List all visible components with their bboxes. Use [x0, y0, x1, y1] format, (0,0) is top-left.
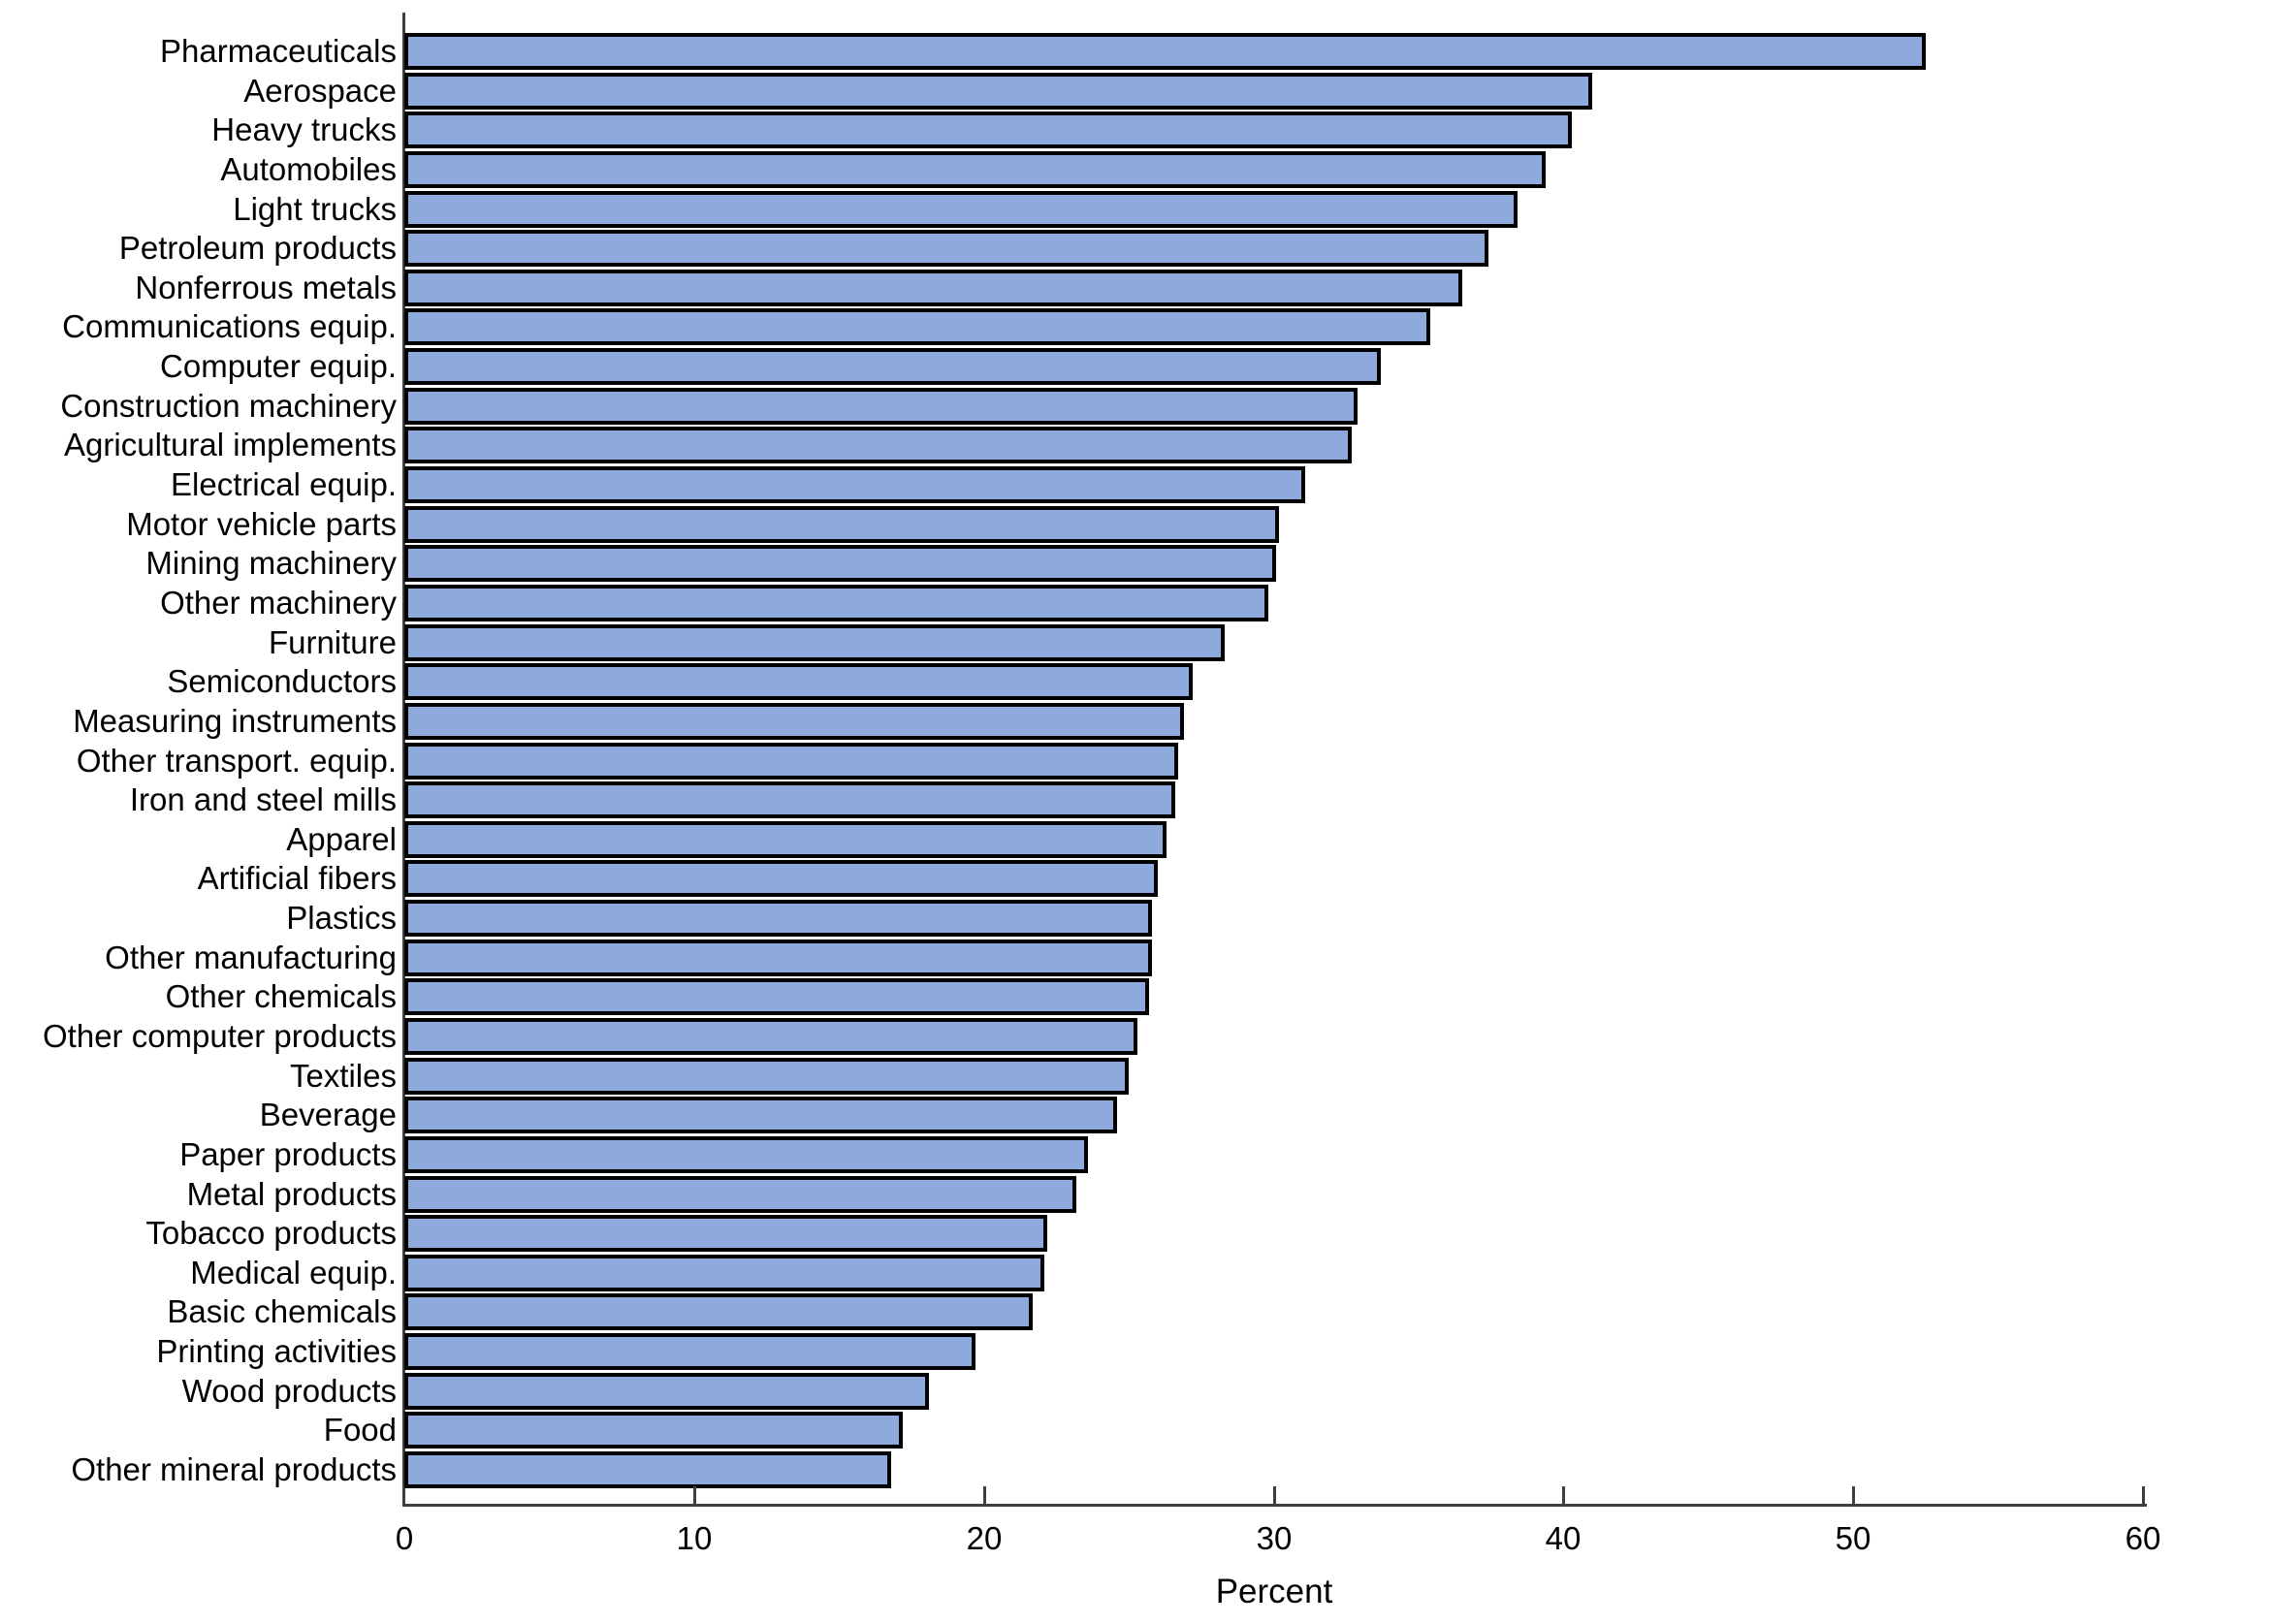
x-tick-label-20: 20 — [966, 1520, 1003, 1556]
category-label-mining-machinery: Mining machinery — [145, 545, 397, 581]
category-label-computer-equip: Computer equip. — [160, 348, 397, 384]
bar-plastics — [404, 900, 1152, 937]
y-axis-line — [402, 13, 405, 1507]
category-label-other-chemicals: Other chemicals — [165, 978, 397, 1014]
category-label-food: Food — [323, 1412, 397, 1448]
category-label-measuring-instruments: Measuring instruments — [73, 703, 397, 739]
bar-agricultural-implements — [404, 427, 1352, 463]
bar-metal-products — [404, 1176, 1076, 1213]
category-label-other-computer-products: Other computer products — [43, 1018, 397, 1054]
category-label-nonferrous-metals: Nonferrous metals — [135, 270, 397, 305]
bar-artificial-fibers — [404, 860, 1158, 897]
category-label-construction-machinery: Construction machinery — [60, 388, 397, 424]
category-label-other-machinery: Other machinery — [160, 585, 397, 621]
category-label-agricultural-implements: Agricultural implements — [64, 427, 397, 462]
category-label-automobiles: Automobiles — [220, 151, 397, 187]
bar-electrical-equip — [404, 466, 1305, 503]
x-tick-mark-40 — [1562, 1486, 1565, 1504]
category-label-other-transport-equip: Other transport. equip. — [76, 743, 397, 779]
category-label-beverage: Beverage — [259, 1097, 397, 1132]
x-tick-mark-60 — [2142, 1486, 2145, 1504]
bar-measuring-instruments — [404, 703, 1184, 740]
category-label-metal-products: Metal products — [186, 1176, 397, 1212]
bar-construction-machinery — [404, 388, 1358, 425]
x-tick-label-60: 60 — [2125, 1520, 2161, 1556]
category-label-tobacco-products: Tobacco products — [145, 1215, 397, 1251]
bar-paper-products — [404, 1136, 1088, 1173]
bar-computer-equip — [404, 348, 1381, 385]
category-label-iron-and-steel-mills: Iron and steel mills — [129, 781, 397, 817]
bar-food — [404, 1412, 903, 1449]
bar-communications-equip — [404, 308, 1430, 345]
category-label-heavy-trucks: Heavy trucks — [211, 111, 397, 147]
bar-light-trucks — [404, 191, 1518, 228]
category-label-printing-activities: Printing activities — [156, 1333, 397, 1369]
category-label-wood-products: Wood products — [181, 1373, 397, 1409]
x-tick-label-10: 10 — [676, 1520, 713, 1556]
bar-wood-products — [404, 1373, 929, 1410]
bar-heavy-trucks — [404, 111, 1572, 148]
category-label-basic-chemicals: Basic chemicals — [167, 1293, 397, 1329]
x-tick-mark-50 — [1852, 1486, 1855, 1504]
bar-other-computer-products — [404, 1018, 1137, 1055]
bar-printing-activities — [404, 1333, 975, 1370]
x-tick-label-40: 40 — [1545, 1520, 1582, 1556]
x-axis-line — [402, 1504, 2147, 1507]
category-label-other-manufacturing: Other manufacturing — [105, 939, 397, 975]
bar-textiles — [404, 1058, 1129, 1095]
bar-other-machinery — [404, 585, 1268, 621]
bar-furniture — [404, 624, 1225, 661]
bar-basic-chemicals — [404, 1293, 1033, 1330]
x-tick-mark-30 — [1273, 1486, 1276, 1504]
x-tick-label-30: 30 — [1256, 1520, 1293, 1556]
category-label-furniture: Furniture — [268, 624, 397, 660]
category-label-paper-products: Paper products — [179, 1136, 397, 1172]
bar-semiconductors — [404, 663, 1193, 700]
x-tick-label-0: 0 — [395, 1520, 414, 1556]
bar-other-transport-equip — [404, 743, 1178, 780]
bar-automobiles — [404, 151, 1546, 188]
category-label-plastics: Plastics — [286, 900, 397, 936]
category-label-aerospace: Aerospace — [243, 73, 397, 109]
category-label-artificial-fibers: Artificial fibers — [197, 860, 397, 896]
bar-other-chemicals — [404, 978, 1149, 1015]
x-tick-mark-10 — [693, 1486, 696, 1504]
category-label-motor-vehicle-parts: Motor vehicle parts — [126, 506, 397, 542]
category-label-communications-equip: Communications equip. — [62, 308, 397, 344]
category-label-textiles: Textiles — [289, 1058, 397, 1094]
category-label-light-trucks: Light trucks — [233, 191, 397, 227]
category-label-petroleum-products: Petroleum products — [118, 230, 397, 266]
bar-apparel — [404, 821, 1167, 858]
category-label-medical-equip: Medical equip. — [190, 1255, 397, 1290]
bar-iron-and-steel-mills — [404, 781, 1175, 818]
bar-aerospace — [404, 73, 1592, 110]
bar-nonferrous-metals — [404, 270, 1462, 306]
bar-other-manufacturing — [404, 939, 1152, 976]
bar-mining-machinery — [404, 545, 1276, 582]
bar-other-mineral-products — [404, 1451, 891, 1488]
category-label-apparel: Apparel — [286, 821, 397, 857]
category-label-other-mineral-products: Other mineral products — [71, 1451, 397, 1487]
category-label-electrical-equip: Electrical equip. — [171, 466, 397, 502]
bar-petroleum-products — [404, 230, 1488, 267]
x-tick-mark-20 — [983, 1486, 986, 1504]
category-label-pharmaceuticals: Pharmaceuticals — [160, 33, 397, 69]
bar-medical-equip — [404, 1255, 1044, 1291]
x-tick-label-50: 50 — [1835, 1520, 1871, 1556]
x-axis-title: Percent — [1215, 1573, 1333, 1610]
bar-tobacco-products — [404, 1215, 1047, 1252]
category-label-semiconductors: Semiconductors — [167, 663, 397, 699]
bar-pharmaceuticals — [404, 33, 1926, 70]
bar-beverage — [404, 1097, 1117, 1133]
bar-motor-vehicle-parts — [404, 506, 1279, 543]
